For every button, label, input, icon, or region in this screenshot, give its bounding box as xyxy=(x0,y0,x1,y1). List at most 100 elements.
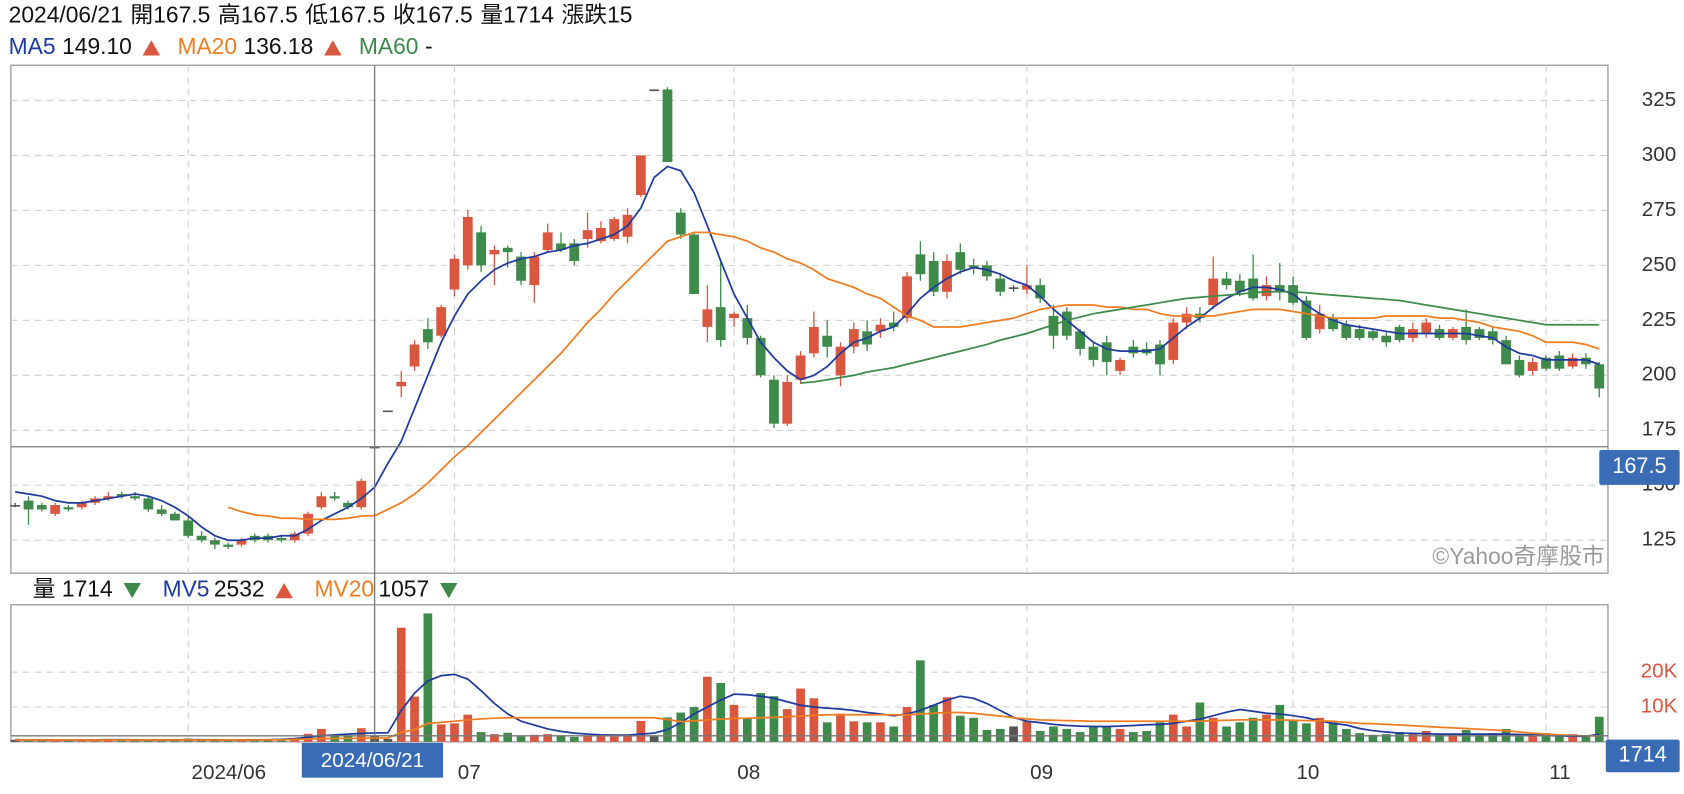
candle-body xyxy=(529,256,540,286)
volume-bar xyxy=(463,714,473,742)
volume-bar xyxy=(250,740,260,742)
candle-body xyxy=(968,265,979,268)
price-box xyxy=(1599,450,1680,485)
candle-body xyxy=(383,410,393,413)
y-tick-label: 325 xyxy=(1642,88,1676,111)
candle-body xyxy=(36,505,47,510)
candle-body xyxy=(170,513,180,521)
candle-body xyxy=(822,335,833,347)
candle-body xyxy=(63,507,74,510)
volume-bar xyxy=(636,720,646,742)
volume-legend-name: MV5 xyxy=(163,576,210,602)
candle-body xyxy=(556,243,566,250)
x-tick-label: 11 xyxy=(1549,761,1570,784)
candle-body xyxy=(729,313,739,319)
volume-bar xyxy=(1235,722,1245,742)
candle-body xyxy=(23,500,34,510)
volume-bar xyxy=(849,721,859,742)
candle-body xyxy=(1567,357,1578,367)
volume-bar xyxy=(1568,734,1577,742)
candle-body xyxy=(1061,311,1072,336)
candle-body xyxy=(569,243,580,261)
candle-body xyxy=(782,381,793,424)
x-tick-label: 09 xyxy=(1030,761,1053,784)
y-tick-label: 300 xyxy=(1642,143,1676,166)
candle-body xyxy=(516,256,526,281)
candle-body xyxy=(888,322,899,327)
volume-bar xyxy=(1222,726,1231,742)
volume-bar xyxy=(436,724,446,742)
candle-body xyxy=(476,232,486,266)
volume-bar xyxy=(556,735,566,742)
candle-body xyxy=(1088,346,1099,360)
candle-body xyxy=(982,265,992,277)
date-box xyxy=(301,742,444,778)
candle-body xyxy=(755,337,766,376)
candle-body xyxy=(1381,335,1392,343)
candle-body xyxy=(116,494,127,497)
candle-body xyxy=(436,307,447,336)
volume-bar xyxy=(902,707,912,742)
header-label: 高 xyxy=(218,1,241,27)
candle-body xyxy=(1115,359,1125,371)
candle-body xyxy=(609,219,620,239)
volume-bar xyxy=(450,723,459,742)
candle-body xyxy=(1474,329,1485,338)
volume-bar xyxy=(703,676,712,742)
volume-bar xyxy=(1049,726,1058,742)
candle-body xyxy=(915,254,926,275)
volume-tick-label: 10K xyxy=(1641,694,1678,717)
candle-body xyxy=(1514,359,1525,376)
volume-bar xyxy=(729,704,739,742)
volume-bar xyxy=(916,660,925,742)
y-tick-label: 175 xyxy=(1642,418,1676,441)
candle-body xyxy=(902,276,912,319)
candle-body xyxy=(1048,315,1059,336)
volume-bar xyxy=(1129,732,1138,742)
candle-body xyxy=(1234,280,1245,292)
candle-body xyxy=(1541,357,1551,369)
candle-body xyxy=(183,520,194,536)
volume-bar xyxy=(1328,722,1338,742)
volume-bar xyxy=(1515,734,1524,742)
volume-bar xyxy=(716,683,726,742)
candle-body xyxy=(1501,340,1511,365)
candle-body xyxy=(1128,346,1139,354)
volume-bar xyxy=(649,736,659,742)
candle-body xyxy=(502,247,513,253)
legend-name: MA60 xyxy=(359,33,419,59)
candle-body xyxy=(10,505,21,507)
volume-legend-value: 2532 xyxy=(214,576,265,602)
candle-body xyxy=(942,260,952,292)
volume-bar xyxy=(822,722,832,742)
volume-tick-label: 20K xyxy=(1641,660,1678,683)
candle-body xyxy=(662,89,673,163)
volume-bar xyxy=(609,736,619,742)
candle-body xyxy=(1221,278,1232,286)
trend-arrow xyxy=(123,582,141,599)
ma-line xyxy=(15,165,1600,542)
volume-bar xyxy=(1182,726,1191,742)
volume-bar xyxy=(1475,734,1484,742)
volume-bar xyxy=(596,735,606,742)
candle-body xyxy=(209,540,220,545)
candle-body xyxy=(289,533,300,541)
candle-body xyxy=(1527,362,1538,371)
legend-value: 149.10 xyxy=(62,33,132,59)
y-tick-label: 250 xyxy=(1642,253,1676,276)
header-label: 開 xyxy=(130,1,153,27)
candle-body xyxy=(276,538,287,541)
volume-bar xyxy=(1381,734,1391,742)
candle-body xyxy=(409,344,420,367)
candle-body xyxy=(715,307,726,341)
volume-bar xyxy=(942,697,952,742)
volume-bar xyxy=(1368,734,1378,742)
volume-bar xyxy=(809,698,819,742)
candle-body xyxy=(582,230,593,239)
ma-line xyxy=(227,231,1600,521)
header-value: 167.5 xyxy=(153,1,210,27)
volume-bar xyxy=(929,704,939,742)
candle-body xyxy=(795,355,806,380)
volume-legend-name: MV20 xyxy=(315,576,375,602)
